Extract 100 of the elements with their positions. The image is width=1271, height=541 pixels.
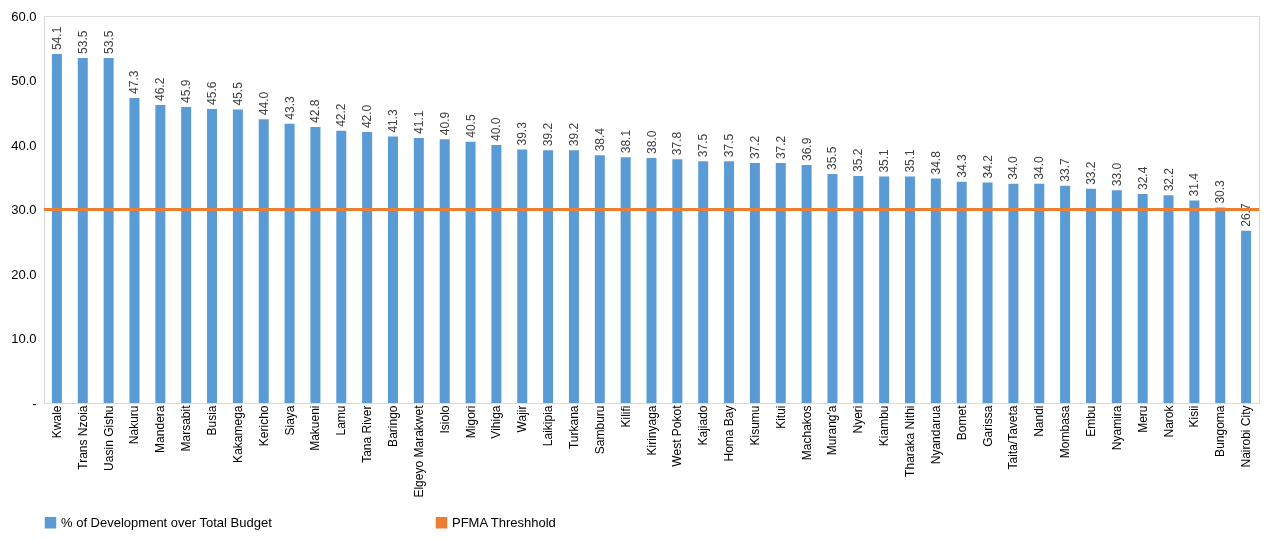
data-label: 42.8 <box>308 99 323 123</box>
x-tick-label: Kilifi <box>618 405 633 428</box>
data-label: 33.0 <box>1109 162 1124 187</box>
bar <box>1189 200 1200 403</box>
data-label: 53.5 <box>75 30 90 54</box>
x-tick-label: Vihiga <box>489 405 504 439</box>
bar <box>930 178 941 403</box>
bar <box>1008 183 1019 403</box>
x-tick-label: Homa Bay <box>722 405 737 462</box>
x-tick-label: Kisumu <box>747 405 762 446</box>
y-tick-label: - <box>32 395 37 411</box>
bar <box>284 123 295 403</box>
x-tick-label: Makueni <box>308 405 323 451</box>
x-tick-label: Elgeyo Marakwet <box>411 404 426 498</box>
x-tick-label: Siaya <box>282 405 297 436</box>
bar <box>465 141 476 403</box>
x-tick-label: Murang'a <box>825 405 840 456</box>
bar <box>310 126 321 403</box>
bar <box>1241 230 1252 403</box>
x-tick-label: Nyamira <box>1109 405 1124 451</box>
data-label: 34.8 <box>928 150 943 175</box>
x-tick-label: Nandi <box>1032 405 1047 437</box>
data-label: 32.2 <box>1161 167 1176 192</box>
y-tick-label: 60.0 <box>11 8 37 24</box>
bar <box>543 150 554 403</box>
bar <box>1034 183 1045 403</box>
data-label: 37.5 <box>722 133 737 158</box>
bar <box>827 174 838 403</box>
data-label: 35.1 <box>877 148 892 173</box>
bar <box>1137 194 1148 403</box>
bar <box>956 181 967 403</box>
data-label: 34.3 <box>954 154 969 178</box>
data-label: 38.0 <box>644 130 659 154</box>
bar <box>905 176 916 403</box>
x-tick-label: Mandera <box>153 405 168 453</box>
x-tick-label: Kericho <box>256 405 271 447</box>
bar <box>439 139 450 403</box>
bar <box>775 163 786 403</box>
data-label: 38.4 <box>592 127 607 152</box>
x-tick-label: Samburu <box>592 405 607 455</box>
x-tick-label: Trans Nzoia <box>75 405 90 470</box>
x-tick-label: Tana River <box>360 405 375 463</box>
data-label: 39.2 <box>541 122 556 147</box>
data-label: 32.4 <box>1135 166 1150 191</box>
bar <box>155 105 166 403</box>
bar <box>1085 188 1096 403</box>
bar <box>491 145 502 403</box>
y-tick-label: 30.0 <box>11 202 37 217</box>
data-label: 31.4 <box>1187 172 1202 197</box>
x-tick-label: Narok <box>1161 404 1176 438</box>
data-label: 37.8 <box>670 131 685 156</box>
bar <box>620 157 631 403</box>
data-label: 39.2 <box>566 122 581 147</box>
data-label: 34.0 <box>1006 156 1021 180</box>
x-tick-label: Taita/Taveta <box>1006 405 1021 470</box>
data-label: 37.2 <box>773 135 788 160</box>
data-label: 39.3 <box>515 121 530 146</box>
bar <box>413 137 424 403</box>
x-tick-label: Bomet <box>954 404 969 441</box>
data-label: 45.9 <box>179 79 194 103</box>
x-tick-label: Mombasa <box>1058 405 1073 459</box>
bar <box>982 182 993 403</box>
data-label: 40.9 <box>437 111 452 136</box>
bar <box>698 161 709 403</box>
y-tick-label: 50.0 <box>11 73 37 88</box>
x-tick-label: Migori <box>463 405 478 439</box>
bar <box>129 97 140 403</box>
bar <box>594 155 605 403</box>
x-tick-label: Kitui <box>773 405 788 429</box>
bar <box>879 176 890 403</box>
data-label: 37.2 <box>747 135 762 160</box>
x-tick-label: Laikipia <box>541 405 556 447</box>
data-label: 34.2 <box>980 154 995 179</box>
x-tick-label: Kajiado <box>696 405 711 446</box>
data-label: 47.3 <box>127 70 142 94</box>
bar <box>724 161 735 403</box>
x-tick-label: Garissa <box>980 405 995 447</box>
x-tick-label: Kirinyaga <box>644 405 659 456</box>
x-tick-label: Nakuru <box>127 405 142 445</box>
x-tick-label: Wajir <box>515 405 530 433</box>
y-tick-label: 10.0 <box>11 331 37 346</box>
x-tick-label: Tharaka Nithi <box>903 405 918 477</box>
x-tick-label: West Pokot <box>670 404 685 467</box>
y-tick-label: 20.0 <box>11 266 37 282</box>
data-label: 42.0 <box>360 104 375 129</box>
data-label: 45.6 <box>205 81 220 105</box>
x-tick-label: Kakamega <box>230 405 245 463</box>
data-label: 41.1 <box>411 110 426 134</box>
bar <box>336 130 347 403</box>
bar <box>181 106 192 403</box>
data-label: 33.7 <box>1058 157 1073 182</box>
x-tick-label: Busia <box>205 405 220 436</box>
x-tick-label: Nyandarua <box>928 405 943 465</box>
bar <box>749 163 760 403</box>
data-label: 30.3 <box>1213 179 1228 204</box>
x-tick-label: Kisii <box>1187 405 1202 428</box>
data-label: 35.5 <box>825 146 840 171</box>
x-tick-label: Isiolo <box>437 405 452 434</box>
data-label: 34.0 <box>1032 156 1047 180</box>
x-tick-label: Embu <box>1083 405 1098 437</box>
